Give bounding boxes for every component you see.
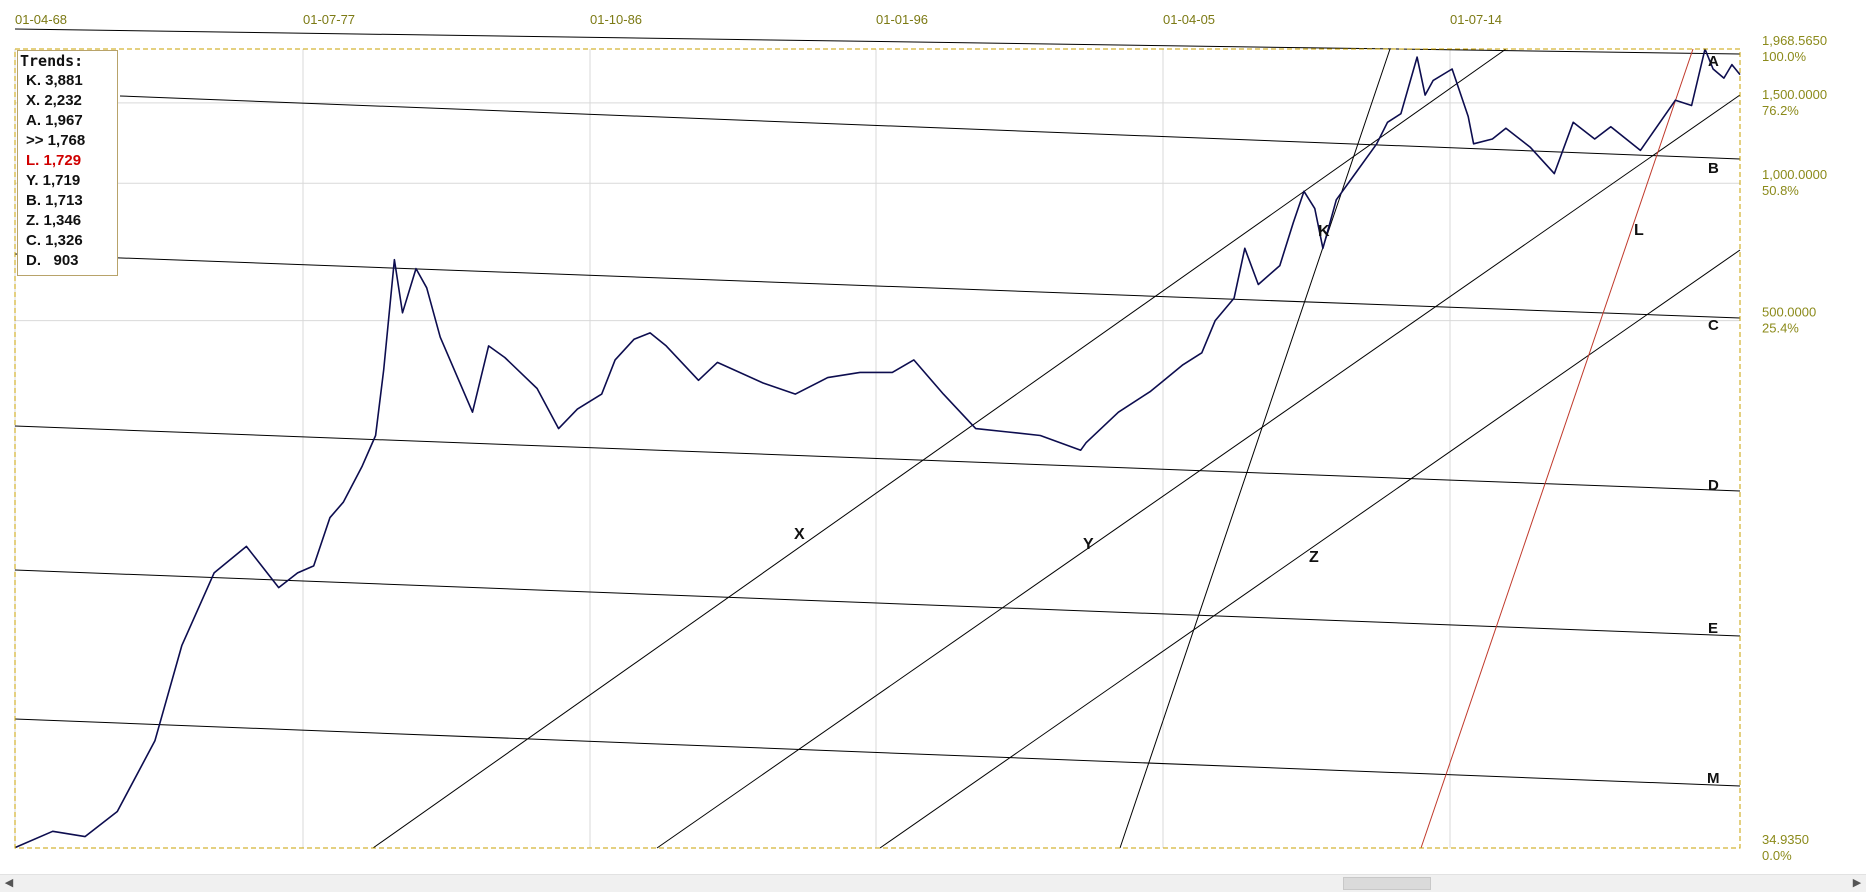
price-line [14, 48, 1741, 849]
trend-line-d [14, 425, 1741, 492]
y-tick-percent: 25.4% [1762, 321, 1799, 336]
y-tick-percent: 100.0% [1762, 49, 1807, 64]
trend-label-l: L [1634, 222, 1644, 239]
trends-legend: Trends: K. 3,881 X. 2,232 A. 1,967 >> 1,768… [17, 50, 118, 276]
trend-line-x [372, 48, 1507, 849]
scroll-right-arrow-icon[interactable]: ▶ [1852, 877, 1862, 889]
trends-list: K. 3,881 X. 2,232 A. 1,967 >> 1,768 L. 1,729… [20, 71, 117, 271]
trend-label-e: E [1708, 620, 1718, 637]
y-tick-percent: 50.8% [1762, 183, 1799, 198]
trend-label-x: X [794, 526, 805, 543]
y-tick-percent: 76.2% [1762, 103, 1799, 118]
trend-item: L. 1,729 [26, 152, 82, 169]
trend-label-b: B [1708, 160, 1719, 177]
grid [14, 49, 1740, 848]
trend-line-z [879, 249, 1741, 849]
trend-item: B. 1,713 [26, 192, 83, 209]
x-tick-label: 01-04-05 [1163, 12, 1215, 27]
trend-label-c: C [1708, 317, 1719, 334]
y-tick-label: 34.9350 [1762, 832, 1809, 847]
x-axis-ticks: 01-04-68 01-07-77 01-10-86 01-01-96 01-04-05… [15, 12, 1502, 27]
plot-border [14, 48, 1741, 849]
trend-line-l [1420, 48, 1694, 849]
trend-label-m: M [1707, 770, 1720, 787]
x-tick-label: 01-07-14 [1450, 12, 1502, 27]
trend-label-z: Z [1309, 549, 1319, 566]
trend-item: Z. 1,346 [26, 212, 82, 229]
plot-frame [14, 48, 1741, 849]
trend-line-m [14, 718, 1741, 787]
trend-item: A. 1,967 [26, 112, 83, 129]
trend-labels: A B C D E M X Y Z K L [794, 53, 1720, 787]
scrollbar-thumb[interactable] [1343, 877, 1431, 890]
scroll-left-arrow-icon[interactable]: ◀ [4, 877, 14, 889]
trend-label-k: K [1318, 223, 1330, 240]
trend-line-e [14, 569, 1741, 637]
trend-line-b [119, 95, 1741, 160]
trend-item: X. 2,232 [26, 92, 82, 109]
trend-item: >> 1,768 [26, 132, 86, 149]
trend-line-y [656, 94, 1741, 849]
trend-item: K. 3,881 [26, 72, 83, 89]
price-series [14, 48, 1741, 849]
trend-line-a [14, 28, 1741, 55]
horizontal-scrollbar[interactable]: ◀ ▶ [0, 874, 1866, 892]
trend-item: Y. 1,719 [26, 172, 81, 189]
trend-item: D. 903 [26, 252, 79, 269]
x-tick-label: 01-10-86 [590, 12, 642, 27]
y-tick-label: 500.0000 [1762, 305, 1816, 320]
y-tick-label: 1,500.0000 [1762, 87, 1827, 102]
y-tick-label: 1,968.5650 [1762, 33, 1827, 48]
y-tick-percent: 0.0% [1762, 848, 1792, 863]
trend-item: C. 1,326 [26, 232, 83, 249]
trend-lines [14, 28, 1741, 849]
trends-title: Trends: [20, 52, 84, 70]
x-tick-label: 01-04-68 [15, 12, 67, 27]
trend-label-y: Y [1083, 536, 1094, 553]
y-tick-label: 1,000.0000 [1762, 167, 1827, 182]
trend-label-d: D [1708, 477, 1719, 494]
trend-line-c [14, 253, 1741, 319]
x-tick-label: 01-01-96 [876, 12, 928, 27]
x-tick-label: 01-07-77 [303, 12, 355, 27]
trend-line-k [1119, 48, 1391, 849]
trend-label-a: A [1708, 53, 1719, 70]
